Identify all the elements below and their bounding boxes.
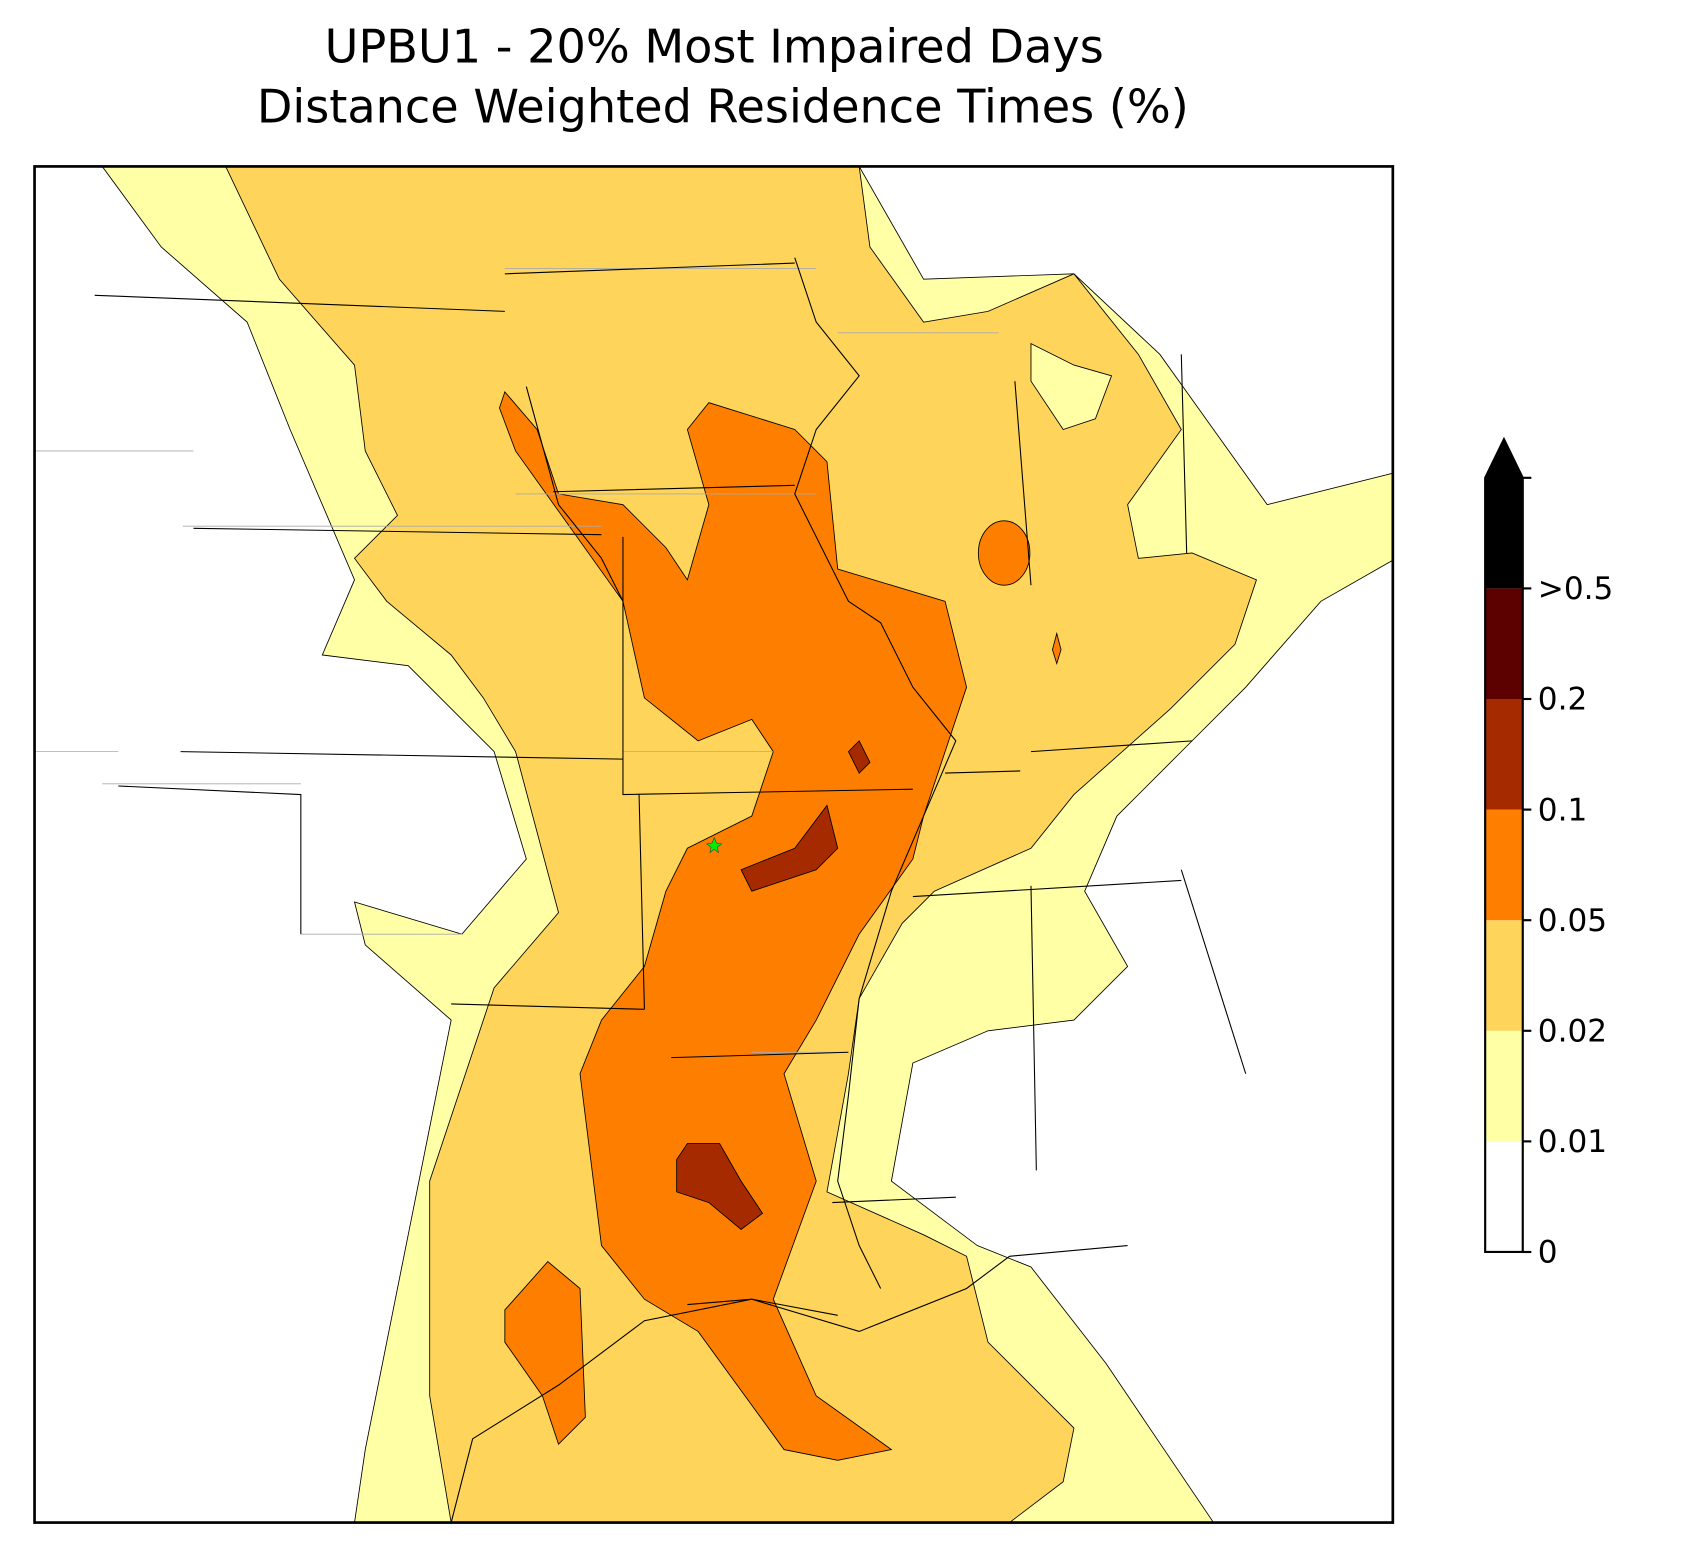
site-marker bbox=[706, 836, 723, 854]
colorbar-label: 0.2 bbox=[1538, 682, 1588, 718]
colorbar-bin bbox=[1485, 588, 1523, 700]
contour-region bbox=[499, 391, 968, 1461]
contour-region bbox=[740, 804, 839, 892]
colorbar-label: >0.5 bbox=[1538, 571, 1614, 607]
contour-region bbox=[977, 520, 1031, 586]
colorbar-bin bbox=[1485, 699, 1523, 810]
colorbar-label: 0.02 bbox=[1538, 1014, 1607, 1050]
colorbar-label: 0.01 bbox=[1538, 1124, 1607, 1160]
map bbox=[34, 166, 1393, 1523]
colorbar-label: 0.05 bbox=[1538, 903, 1607, 939]
colorbar-label: 0.1 bbox=[1538, 792, 1588, 828]
colorbar-bin bbox=[1485, 1141, 1523, 1252]
colorbar-label: 0 bbox=[1538, 1235, 1558, 1271]
state-borders bbox=[94, 257, 1247, 1523]
contour-region bbox=[676, 1143, 764, 1230]
colorbar: 0 0.01 0.02 0.05 0.1 0.2 >0.5 bbox=[1484, 436, 1614, 1271]
title-line: Distance Weighted Residence Times (%) bbox=[257, 79, 1189, 133]
colorbar-bin bbox=[1485, 920, 1523, 1031]
map-frame bbox=[33, 165, 1395, 1524]
contour-region bbox=[1052, 631, 1062, 666]
contour-region bbox=[504, 1261, 586, 1445]
contour-region bbox=[847, 740, 871, 774]
title-line: UPBU1 - 20% Most Impaired Days bbox=[325, 19, 1104, 73]
colorbar-bin bbox=[1485, 809, 1523, 921]
colorbar-outline bbox=[1484, 436, 1524, 1254]
contour-region bbox=[1030, 342, 1113, 431]
colorbar-bin bbox=[1485, 1030, 1523, 1142]
colorbar-extend bbox=[1485, 439, 1523, 589]
